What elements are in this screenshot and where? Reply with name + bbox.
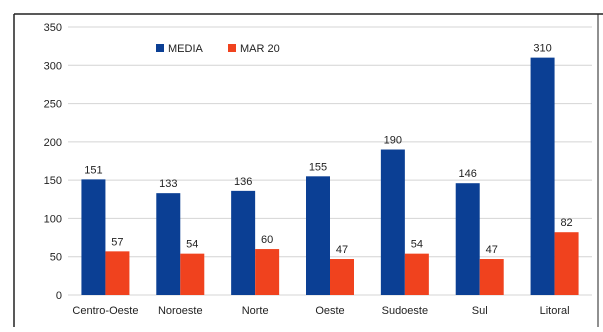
- bar-mar20: [180, 253, 205, 295]
- x-tick-label: Oeste: [315, 305, 344, 317]
- bar-value-label: 133: [159, 178, 177, 190]
- bar-value-label: 57: [111, 236, 123, 248]
- bar-media: [530, 57, 555, 295]
- legend-swatch-media: [156, 44, 164, 52]
- x-tick-label: Litoral: [540, 305, 570, 317]
- x-tick-label: Centro-Oeste: [72, 305, 138, 317]
- y-tick-label: 300: [44, 60, 62, 72]
- x-tick-label: Norte: [242, 305, 269, 317]
- bars: [81, 57, 579, 295]
- y-tick-label: 200: [44, 137, 62, 149]
- bar-value-label: 151: [84, 164, 102, 176]
- bar-value-label: 310: [533, 43, 551, 55]
- bar-value-label: 146: [459, 168, 477, 180]
- legend-label-mar20: MAR 20: [240, 43, 280, 55]
- bar-value-label: 54: [411, 239, 423, 251]
- bar-value-label: 82: [560, 217, 572, 229]
- y-tick-label: 50: [50, 252, 62, 264]
- bar-value-label: 136: [234, 176, 252, 188]
- bar-data-labels: 151 57 133 54 136 60 155 47 190 54 146 47 310 82: [84, 43, 572, 256]
- bar-value-label: 190: [384, 135, 402, 147]
- y-tick-label: 250: [44, 99, 62, 111]
- bar-value-label: 47: [486, 244, 498, 256]
- legend-swatch-mar20: [228, 44, 236, 52]
- bar-mar20: [330, 259, 354, 295]
- x-axis-labels: Centro-Oeste Noroeste Norte Oeste Sudoeste Su…: [72, 305, 569, 317]
- bar-media: [81, 179, 106, 295]
- x-tick-label: Sudoeste: [382, 305, 428, 317]
- legend-label-media: MEDIA: [168, 43, 204, 55]
- bar-mar20: [554, 232, 579, 295]
- bar-media: [306, 176, 330, 295]
- y-tick-label: 350: [44, 22, 62, 34]
- bar-media: [231, 190, 256, 295]
- legend: MEDIA MAR 20: [156, 43, 280, 55]
- bar-value-label: 60: [261, 234, 273, 246]
- bar-value-label: 54: [186, 239, 198, 251]
- bar-mar20: [479, 259, 504, 295]
- x-tick-label: Sul: [472, 305, 488, 317]
- bar-mar20: [255, 249, 280, 295]
- bar-media: [156, 193, 181, 295]
- bar-value-label: 47: [336, 244, 348, 256]
- y-tick-label: 100: [44, 213, 62, 225]
- y-axis-ticks: 0 50 100 150 200 250 300 350: [44, 22, 62, 302]
- bar-media: [380, 149, 405, 295]
- x-tick-label: Noroeste: [158, 305, 203, 317]
- bar-mar20: [105, 251, 130, 295]
- bar-value-label: 155: [309, 161, 327, 173]
- bar-mar20: [404, 253, 429, 295]
- y-tick-label: 150: [44, 175, 62, 187]
- bar-media: [455, 183, 480, 295]
- y-tick-label: 0: [56, 290, 62, 302]
